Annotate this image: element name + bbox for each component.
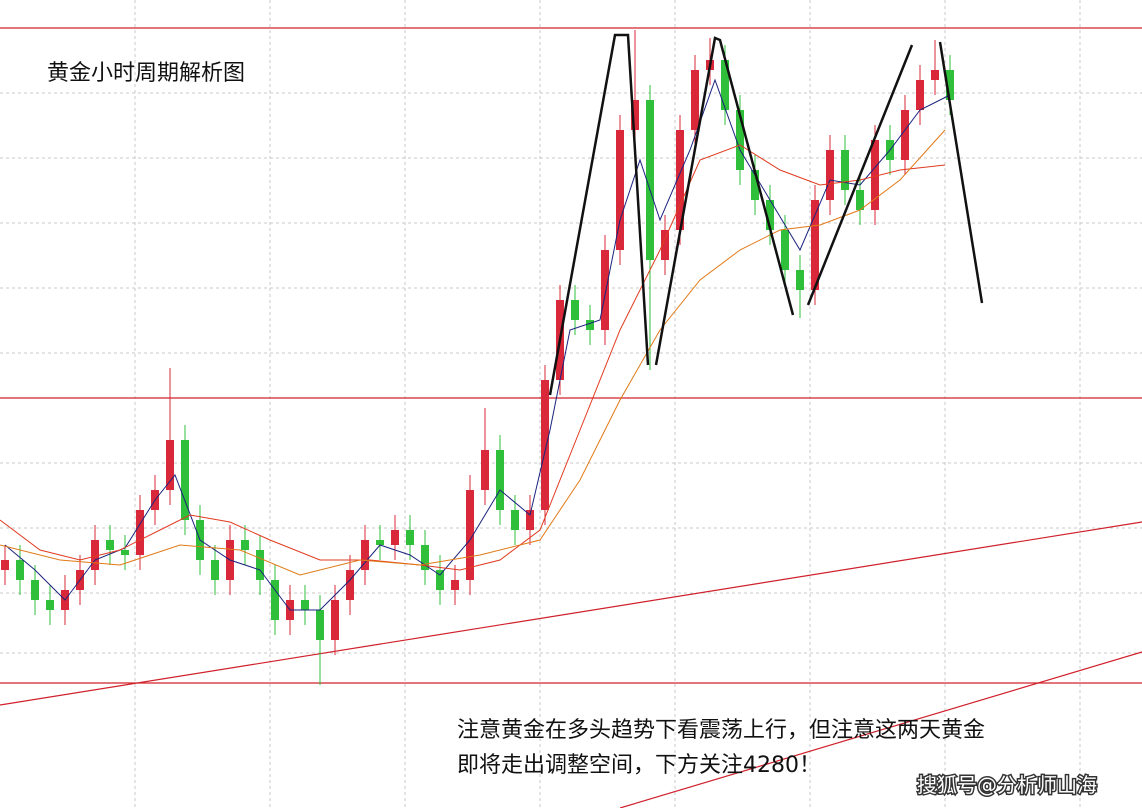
ma-line: [0, 129, 946, 576]
candle-body: [841, 150, 849, 190]
candle-body: [811, 200, 819, 290]
candle-body: [946, 70, 954, 100]
candle-body: [421, 545, 429, 570]
candle-body: [1, 560, 9, 570]
candle-body: [331, 600, 339, 640]
candle-body: [616, 130, 624, 250]
candle-body: [361, 540, 369, 570]
candle-body: [241, 540, 249, 550]
candle-body: [916, 80, 924, 110]
candle-body: [766, 200, 774, 230]
support-lines: [0, 27, 1142, 808]
candle-body: [46, 600, 54, 610]
candle-body: [511, 510, 519, 530]
candle-body: [736, 110, 744, 170]
candle-body: [451, 580, 459, 590]
candle-body: [106, 540, 114, 550]
candle-body: [496, 450, 504, 510]
candle-body: [376, 540, 384, 545]
candle-body: [466, 490, 474, 580]
chart-title: 黄金小时周期解析图: [47, 61, 245, 86]
ma-line: [4, 78, 951, 611]
candle-body: [256, 550, 264, 580]
wave-annotation: [806, 44, 914, 306]
candle-body: [586, 320, 594, 330]
candle-body: [931, 70, 939, 80]
wave-annotation: [548, 33, 650, 396]
candle-body: [301, 600, 309, 610]
candle-body: [406, 530, 414, 545]
candle-body: [436, 570, 444, 590]
trend-line: [0, 521, 1142, 706]
candle-body: [601, 250, 609, 330]
candle-body: [676, 130, 684, 230]
candle-body: [316, 610, 324, 640]
candle-body: [781, 230, 789, 270]
candle-body: [796, 270, 804, 290]
candle-body: [721, 60, 729, 110]
candle-body: [346, 570, 354, 600]
moving-averages: [0, 78, 951, 611]
candle-body: [856, 190, 864, 210]
candle-body: [871, 140, 879, 210]
candle-body: [661, 230, 669, 260]
candle-body: [526, 510, 534, 530]
candle-body: [646, 100, 654, 260]
candle-body: [16, 560, 24, 580]
candle-body: [481, 450, 489, 490]
ma-line: [0, 144, 946, 571]
candle-body: [271, 580, 279, 620]
candle-body: [31, 580, 39, 600]
candle-body: [166, 440, 174, 490]
wave-annotation: [654, 36, 795, 366]
annotation: 注意黄金在多头趋势下看震荡上行，但注意这两天黄金: [457, 718, 985, 743]
candle-body: [751, 170, 759, 200]
candle-body: [691, 70, 699, 130]
candle-body: [631, 100, 639, 130]
candle-body: [391, 530, 399, 545]
candle-body: [91, 540, 99, 570]
candle-body: [181, 440, 189, 520]
candle-body: [136, 510, 144, 555]
annotation: 即将走出调整空间，下方关注4280！: [457, 753, 821, 778]
candle-body: [541, 380, 549, 510]
candle-body: [211, 560, 219, 580]
candle-body: [121, 550, 129, 555]
candles: [1, 30, 954, 685]
wave-annotation: [938, 41, 984, 304]
watermark: 搜狐号@分析师山海: [917, 773, 1097, 797]
candle-body: [901, 110, 909, 160]
candle-body: [571, 300, 579, 320]
candle-body: [826, 150, 834, 200]
trend-line: [619, 651, 1142, 808]
